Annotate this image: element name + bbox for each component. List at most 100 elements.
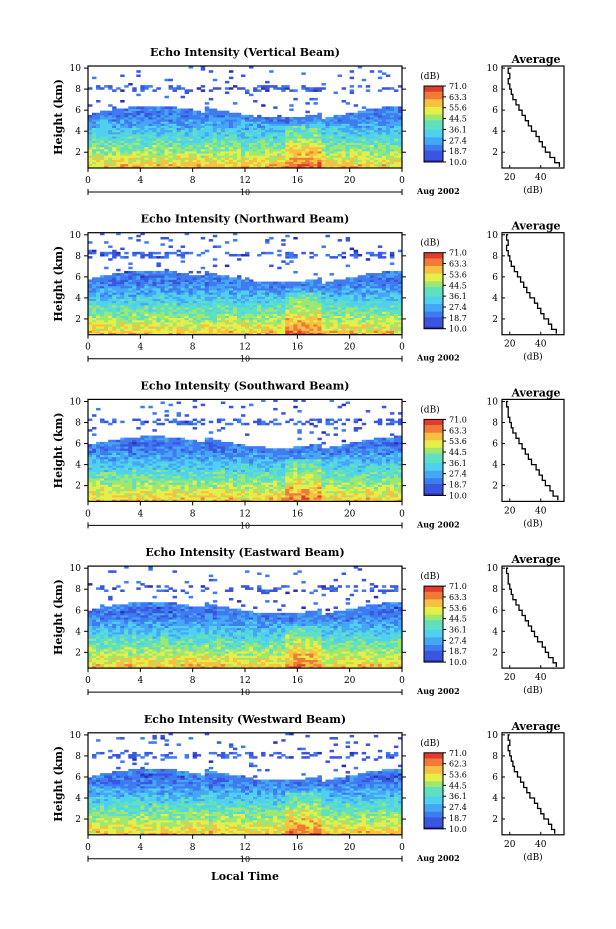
heatmap-cell (329, 125, 334, 129)
average-x-label: (dB) (523, 352, 542, 363)
heatmap-cell (160, 127, 165, 131)
heatmap-cell (297, 313, 302, 316)
heatmap-cell (277, 324, 282, 327)
heatmap-cell (265, 144, 270, 148)
heatmap-cell (345, 155, 351, 158)
heatmap-cell (108, 456, 113, 460)
heatmap-cell (232, 279, 238, 282)
heatmap-cell (184, 110, 190, 114)
heatmap-cell (140, 161, 145, 165)
heatmap-cell (245, 321, 250, 325)
heatmap-cell (232, 277, 238, 280)
heatmap-cell (377, 76, 383, 80)
heatmap-cell (321, 332, 326, 336)
heatmap-cell (116, 287, 121, 291)
heatmap-cell (297, 311, 302, 314)
y-tick-label: 10 (70, 64, 82, 74)
heatmap-cell (240, 283, 246, 287)
heatmap-cell (341, 165, 347, 169)
heatmap-cell (156, 131, 161, 135)
heatmap-cell (124, 117, 129, 120)
heatmap-cell (249, 131, 254, 135)
heatmap-cell (164, 309, 169, 312)
heatmap-cell (245, 114, 250, 118)
heatmap-cell (108, 292, 113, 295)
heatmap-cell (365, 123, 371, 126)
heatmap-cell (393, 287, 399, 291)
heatmap-cell (329, 300, 334, 304)
heatmap-cell (196, 121, 202, 124)
heatmap-cell (172, 119, 177, 122)
heatmap-cell (88, 311, 93, 314)
heatmap-cell (148, 321, 153, 325)
heatmap-cell (377, 112, 383, 116)
heatmap-cell (172, 287, 177, 291)
heatmap-cell (212, 129, 218, 133)
heatmap-cell (341, 123, 347, 126)
heatmap-cell (293, 315, 298, 319)
heatmap-cell (329, 332, 334, 336)
heatmap-cell (357, 313, 363, 316)
heatmap-cell (277, 287, 282, 291)
heatmap-cell (100, 136, 105, 139)
heatmap-cell (245, 91, 250, 95)
heatmap-cell (148, 290, 153, 293)
colorbar-tick-label: 53.6 (449, 270, 467, 279)
heatmap-cell (112, 482, 117, 485)
heatmap-cell (220, 151, 226, 154)
heatmap-cell (365, 258, 371, 261)
heatmap-cell (329, 285, 334, 289)
heatmap-cell (104, 155, 109, 158)
heatmap-cell (393, 292, 399, 295)
heatmap-cell (373, 332, 379, 336)
heatmap-cell (172, 144, 177, 148)
heatmap-cell (204, 277, 210, 280)
heatmap-cell (357, 326, 363, 329)
x-tick-label: 16 (292, 343, 304, 353)
heatmap-cell (208, 283, 214, 287)
heatmap-cell (389, 121, 395, 124)
heatmap-cell (156, 262, 161, 265)
heatmap-cell (128, 159, 133, 163)
heatmap-cell (265, 134, 270, 137)
heatmap-cell (325, 285, 330, 289)
heatmap-cell (200, 279, 206, 282)
heatmap-cell (381, 317, 387, 321)
heatmap-cell (108, 146, 113, 150)
heatmap-cell (168, 119, 173, 122)
heatmap-cell (132, 275, 137, 278)
heatmap-cell (281, 125, 286, 129)
heatmap-cell (373, 283, 379, 287)
heatmap-cell (349, 140, 355, 143)
heatmap-cell (301, 131, 306, 135)
heatmap-cell (269, 264, 274, 268)
heatmap-cell (168, 313, 173, 316)
heatmap-cell (100, 309, 105, 312)
heatmap-cell (337, 294, 343, 297)
heatmap-cell (269, 151, 274, 154)
heatmap-cell (353, 307, 359, 310)
heatmap-cell (96, 300, 101, 304)
heatmap-cell (136, 326, 141, 329)
heatmap-cell (353, 317, 359, 321)
heatmap-cell (341, 117, 347, 120)
heatmap-cell (160, 292, 165, 295)
heatmap-cell (232, 131, 238, 135)
heatmap-cell (184, 315, 190, 319)
heatmap-cell (180, 163, 186, 167)
heatmap-cell (224, 287, 230, 291)
heatmap-cell (317, 313, 322, 316)
heatmap-cell (136, 319, 141, 323)
heatmap-cell (92, 134, 97, 137)
heatmap-cell (148, 253, 153, 257)
heatmap-cell (212, 146, 218, 150)
heatmap-cell (285, 146, 290, 150)
heatmap-cell (140, 279, 145, 282)
heatmap-cell (333, 309, 338, 312)
heatmap-cell (228, 112, 234, 116)
heatmap-cell (92, 131, 97, 135)
heatmap-cell (361, 330, 367, 333)
heatmap-cell (309, 151, 314, 154)
heatmap-cell (329, 123, 334, 126)
heatmap-cell (176, 110, 181, 114)
